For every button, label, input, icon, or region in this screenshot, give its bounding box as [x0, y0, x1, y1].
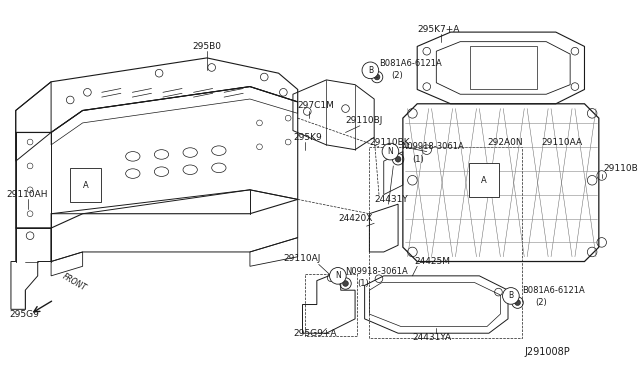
Text: 24431YA: 24431YA [412, 333, 452, 343]
Text: 295K9: 295K9 [293, 133, 322, 142]
Text: A: A [481, 176, 487, 185]
Text: A: A [83, 180, 88, 190]
Text: (2): (2) [392, 71, 403, 80]
Text: 29110AJ: 29110AJ [284, 254, 321, 263]
Text: 29110AA: 29110AA [541, 138, 582, 147]
Text: 295B0: 295B0 [193, 42, 221, 51]
Text: 24431Y: 24431Y [374, 195, 408, 204]
Text: B081A6-6121A: B081A6-6121A [379, 59, 442, 68]
Text: 295G9+A: 295G9+A [293, 329, 337, 338]
Text: B081A6-6121A: B081A6-6121A [522, 286, 585, 295]
Text: J291008P: J291008P [524, 347, 570, 357]
Text: N09918-3061A: N09918-3061A [346, 267, 408, 276]
Text: 29110BK: 29110BK [369, 138, 410, 147]
Text: B: B [508, 291, 513, 301]
Circle shape [515, 300, 520, 305]
Text: N09918-3061A: N09918-3061A [401, 142, 464, 151]
Text: N: N [335, 271, 340, 280]
Text: 29110B: 29110B [604, 164, 638, 173]
Text: N: N [388, 147, 394, 156]
Text: B: B [368, 66, 373, 75]
Text: (2): (2) [535, 298, 547, 307]
Circle shape [396, 156, 401, 162]
Circle shape [374, 74, 380, 80]
Text: (1): (1) [412, 155, 424, 164]
Text: 24425M: 24425M [414, 257, 451, 266]
Text: 292A0N: 292A0N [487, 138, 523, 147]
Text: 295G9: 295G9 [9, 310, 39, 318]
Text: (1): (1) [357, 279, 369, 288]
Circle shape [342, 280, 348, 286]
Text: FRONT: FRONT [61, 272, 88, 293]
Text: 29110BJ: 29110BJ [346, 116, 383, 125]
Text: 295K7+A: 295K7+A [417, 25, 460, 34]
Text: 297C1M: 297C1M [298, 101, 335, 110]
Text: 29110AH: 29110AH [6, 190, 47, 199]
Text: 24420X: 24420X [338, 214, 372, 223]
